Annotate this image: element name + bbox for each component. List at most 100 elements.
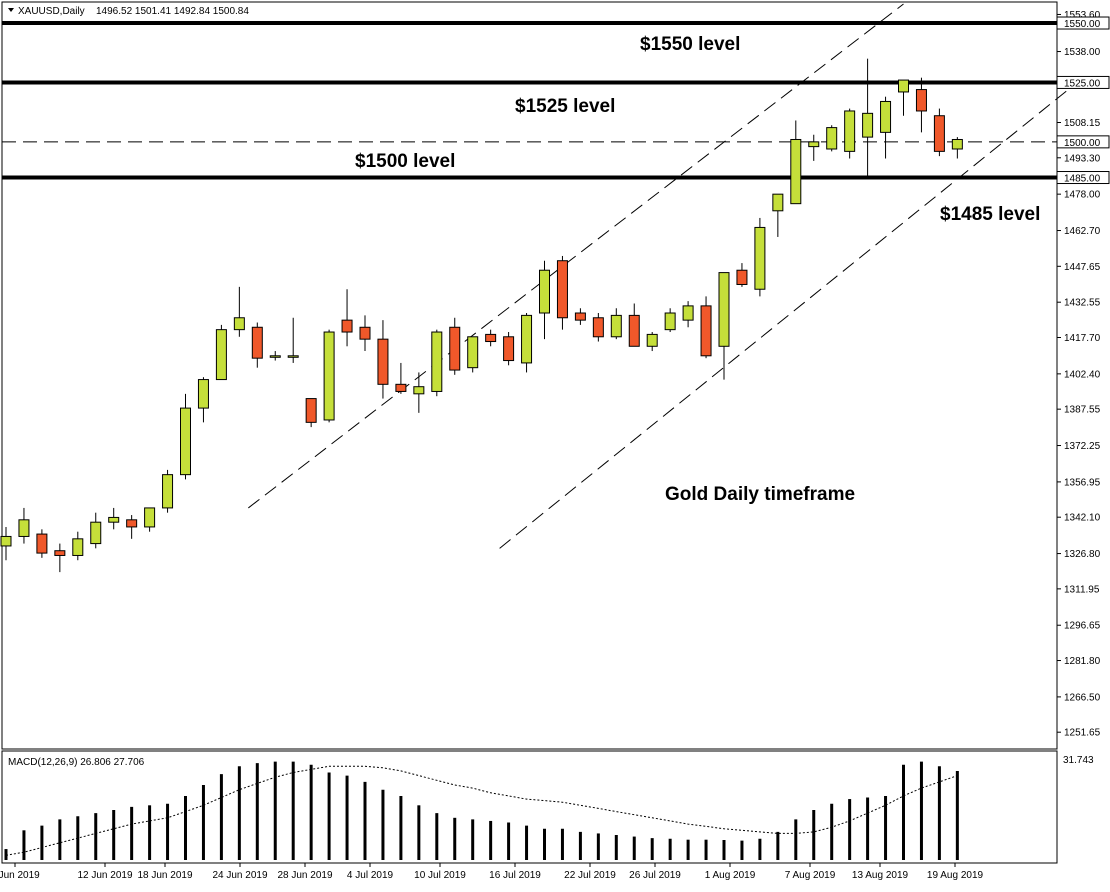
y-tick-label: 1372.25 bbox=[1064, 441, 1101, 452]
x-tick-label: 22 Jul 2019 bbox=[564, 870, 616, 881]
candle-body bbox=[951, 138, 963, 150]
candle-body bbox=[880, 100, 892, 133]
candle-body bbox=[323, 331, 335, 421]
x-tick-label: 19 Aug 2019 bbox=[927, 870, 984, 881]
candle-body bbox=[108, 516, 120, 523]
y-tick-label: 1356.95 bbox=[1064, 477, 1101, 488]
candle-body bbox=[915, 89, 927, 112]
candle-body bbox=[646, 333, 658, 347]
x-tick-label: 16 Jul 2019 bbox=[489, 870, 541, 881]
y-tick-label: 1447.65 bbox=[1064, 262, 1101, 273]
candle-body bbox=[556, 260, 568, 319]
candle-body bbox=[467, 336, 479, 369]
candle-body bbox=[898, 79, 909, 93]
x-tick-label: 10 Jul 2019 bbox=[414, 870, 466, 881]
x-tick-label: 6 Jun 2019 bbox=[0, 870, 40, 881]
candle-body bbox=[377, 338, 389, 385]
level-price-box bbox=[1056, 16, 1110, 30]
candle-body bbox=[610, 314, 622, 338]
x-tick-label: 7 Aug 2019 bbox=[785, 870, 836, 881]
annotation-1525-level: $1525 level bbox=[515, 96, 615, 117]
trend-channel-line bbox=[248, 3, 904, 509]
candle-body bbox=[395, 383, 407, 392]
x-tick-label: 12 Jun 2019 bbox=[77, 870, 132, 881]
y-tick-label: 1251.65 bbox=[1064, 728, 1101, 739]
x-tick-label: 13 Aug 2019 bbox=[852, 870, 909, 881]
annotation-gold-daily: Gold Daily timeframe bbox=[665, 484, 855, 505]
candle-body bbox=[700, 305, 712, 357]
candle-body bbox=[485, 333, 497, 343]
y-tick-label: 1402.40 bbox=[1064, 369, 1101, 380]
candle-body bbox=[144, 507, 156, 528]
candle-body bbox=[359, 326, 371, 340]
candle-body bbox=[682, 305, 694, 321]
header-dropdown-icon[interactable] bbox=[8, 8, 14, 12]
y-tick-label: 1387.55 bbox=[1064, 405, 1101, 416]
y-tick-label: 1296.65 bbox=[1064, 621, 1101, 632]
macd-layer bbox=[4, 761, 959, 860]
annotation-1550-level: $1550 level bbox=[640, 34, 740, 55]
candle-body bbox=[180, 407, 191, 476]
y-tick-label: 1417.70 bbox=[1064, 333, 1101, 344]
candle-body bbox=[36, 533, 48, 554]
y-tick-label: 1553.60 bbox=[1064, 10, 1101, 21]
y-tick-label: 1342.10 bbox=[1064, 513, 1101, 524]
candle-body bbox=[826, 127, 838, 150]
candle-body bbox=[772, 193, 784, 212]
candle-body bbox=[251, 326, 263, 359]
x-tick-label: 1 Aug 2019 bbox=[705, 870, 756, 881]
candle-body bbox=[341, 319, 353, 333]
candle-body bbox=[754, 226, 766, 290]
x-tick-label: 26 Jul 2019 bbox=[629, 870, 681, 881]
annotation-layer: $1550 level $1525 level $1500 level $148… bbox=[355, 34, 1040, 505]
candle-body bbox=[413, 386, 425, 395]
x-tick-label: 24 Jun 2019 bbox=[212, 870, 267, 881]
level-price-box bbox=[1056, 135, 1110, 149]
candle-body bbox=[233, 317, 245, 331]
candle-body bbox=[431, 331, 443, 392]
y-tick-label: 1508.15 bbox=[1064, 118, 1101, 129]
candle-body bbox=[592, 317, 604, 338]
candle-body bbox=[718, 272, 730, 347]
y-tick-label: 1326.80 bbox=[1064, 549, 1101, 560]
candle-body bbox=[862, 112, 874, 138]
candle-body bbox=[808, 141, 820, 148]
candle-body bbox=[503, 336, 515, 362]
axis-layer: 1553.601538.001525.451508.151493.301478.… bbox=[0, 10, 1110, 881]
candle-body bbox=[0, 535, 12, 547]
y-tick-label: 1311.95 bbox=[1064, 584, 1100, 595]
candle-body bbox=[539, 269, 550, 314]
candle-body bbox=[736, 269, 748, 285]
y-tick-label: 1432.55 bbox=[1064, 298, 1101, 309]
candle-body bbox=[126, 519, 138, 528]
annotation-1485-level: $1485 level bbox=[940, 204, 1040, 225]
level-price-label: 1485.00 bbox=[1064, 174, 1101, 185]
candle-body bbox=[305, 398, 317, 423]
level-price-box bbox=[1056, 171, 1110, 185]
candle-body bbox=[197, 379, 209, 409]
candle-body bbox=[933, 115, 945, 152]
candle-body bbox=[521, 314, 533, 364]
x-tick-label: 18 Jun 2019 bbox=[137, 870, 192, 881]
candle-body bbox=[790, 138, 802, 205]
x-tick-label: 28 Jun 2019 bbox=[277, 870, 332, 881]
level-price-label: 1500.00 bbox=[1064, 138, 1101, 149]
candle-body bbox=[90, 521, 102, 545]
level-price-label: 1550.00 bbox=[1064, 19, 1101, 30]
x-tick-label: 4 Jul 2019 bbox=[347, 870, 394, 881]
level-price-box bbox=[1056, 75, 1110, 89]
annotation-1500-level: $1500 level bbox=[355, 151, 455, 172]
candle-body bbox=[628, 314, 640, 347]
y-tick-label: 1493.30 bbox=[1064, 153, 1101, 164]
candle-body bbox=[18, 519, 30, 537]
candle-body bbox=[215, 329, 227, 381]
main-price-layer bbox=[0, 3, 1084, 573]
candle-body bbox=[162, 474, 174, 509]
y-tick-label: 1281.80 bbox=[1064, 656, 1101, 667]
candle-body bbox=[269, 355, 281, 358]
header-layer: XAUUSD,Daily 1496.52 1501.41 1492.84 150… bbox=[8, 6, 1094, 768]
candle-body bbox=[844, 110, 856, 152]
level-price-label: 1525.00 bbox=[1064, 78, 1101, 89]
macd-right-label: 31.743 bbox=[1063, 755, 1094, 766]
